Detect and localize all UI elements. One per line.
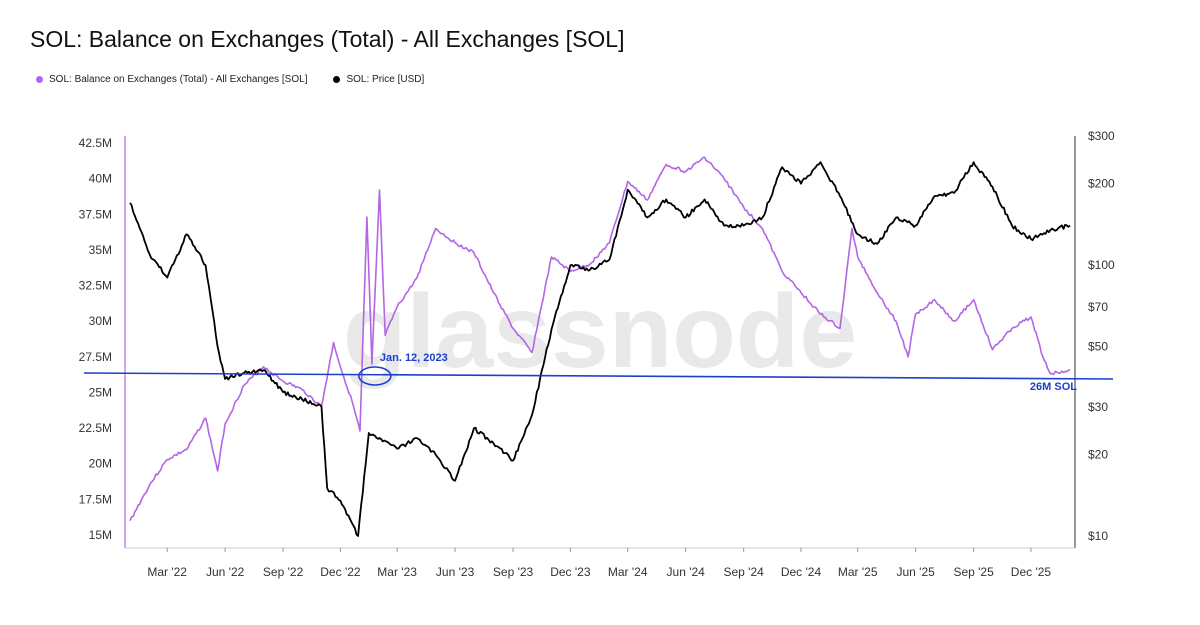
x-tick-label: Jun '22 xyxy=(206,565,245,579)
y-right-tick-label: $30 xyxy=(1088,400,1108,414)
y-right-tick-label: $200 xyxy=(1088,177,1115,191)
y-left-tick-label: 30M xyxy=(89,314,112,328)
y-left-tick-label: 37.5M xyxy=(79,207,112,221)
y-right-tick-label: $100 xyxy=(1088,258,1115,272)
y-right-tick-label: $70 xyxy=(1088,300,1108,314)
x-tick-label: Mar '24 xyxy=(608,565,648,579)
x-tick-label: Dec '23 xyxy=(550,565,591,579)
x-tick-label: Mar '25 xyxy=(838,565,878,579)
legend-label-balance: SOL: Balance on Exchanges (Total) - All … xyxy=(49,74,308,85)
y-left-tick-label: 25M xyxy=(89,385,112,399)
y-left-tick-label: 20M xyxy=(89,457,112,471)
x-tick-label: Sep '23 xyxy=(493,565,534,579)
x-tick-label: Mar '22 xyxy=(147,565,187,579)
chart-legend: SOL: Balance on Exchanges (Total) - All … xyxy=(36,74,424,85)
y-left-tick-label: 40M xyxy=(89,172,112,186)
y-left-tick-label: 35M xyxy=(89,243,112,257)
y-left-tick-label: 42.5M xyxy=(79,136,112,150)
x-tick-label: Jun '23 xyxy=(436,565,475,579)
support-line xyxy=(83,372,1114,380)
y-left-tick-label: 32.5M xyxy=(79,279,112,293)
x-tick-label: Mar '23 xyxy=(377,565,417,579)
y-right-tick-label: $300 xyxy=(1088,129,1115,143)
x-tick-label: Jun '25 xyxy=(896,565,935,579)
legend-dot-balance xyxy=(36,76,43,83)
y-left-tick-label: 22.5M xyxy=(79,421,112,435)
y-right-tick-label: $10 xyxy=(1088,529,1108,543)
y-right-tick-label: $50 xyxy=(1088,340,1108,354)
y-left-tick-label: 27.5M xyxy=(79,350,112,364)
series-price-line[interactable] xyxy=(129,161,1071,537)
x-tick-label: Dec '22 xyxy=(320,565,361,579)
x-tick-label: Dec '25 xyxy=(1011,565,1052,579)
series-balance-line[interactable] xyxy=(129,156,1071,522)
y-left-tick-label: 17.5M xyxy=(79,492,112,506)
legend-item-price[interactable]: SOL: Price [USD] xyxy=(333,74,424,85)
annotation-date-label: Jan. 12, 2023 xyxy=(380,352,448,364)
legend-item-balance[interactable]: SOL: Balance on Exchanges (Total) - All … xyxy=(36,74,307,85)
x-tick-label: Sep '24 xyxy=(723,565,764,579)
x-tick-label: Sep '22 xyxy=(263,565,304,579)
chart-title: SOL: Balance on Exchanges (Total) - All … xyxy=(30,26,625,52)
legend-label-price: SOL: Price [USD] xyxy=(346,74,425,85)
y-left-tick-label: 15M xyxy=(89,528,112,542)
x-tick-label: Sep '25 xyxy=(953,565,994,579)
x-tick-label: Dec '24 xyxy=(781,565,822,579)
legend-dot-price xyxy=(333,76,341,83)
annotation-level-label: 26M SOL xyxy=(1030,381,1077,393)
y-right-tick-label: $20 xyxy=(1088,447,1108,461)
annotation-circle xyxy=(358,366,392,386)
x-tick-label: Jun '24 xyxy=(667,565,706,579)
watermark: glassnode xyxy=(343,274,857,390)
